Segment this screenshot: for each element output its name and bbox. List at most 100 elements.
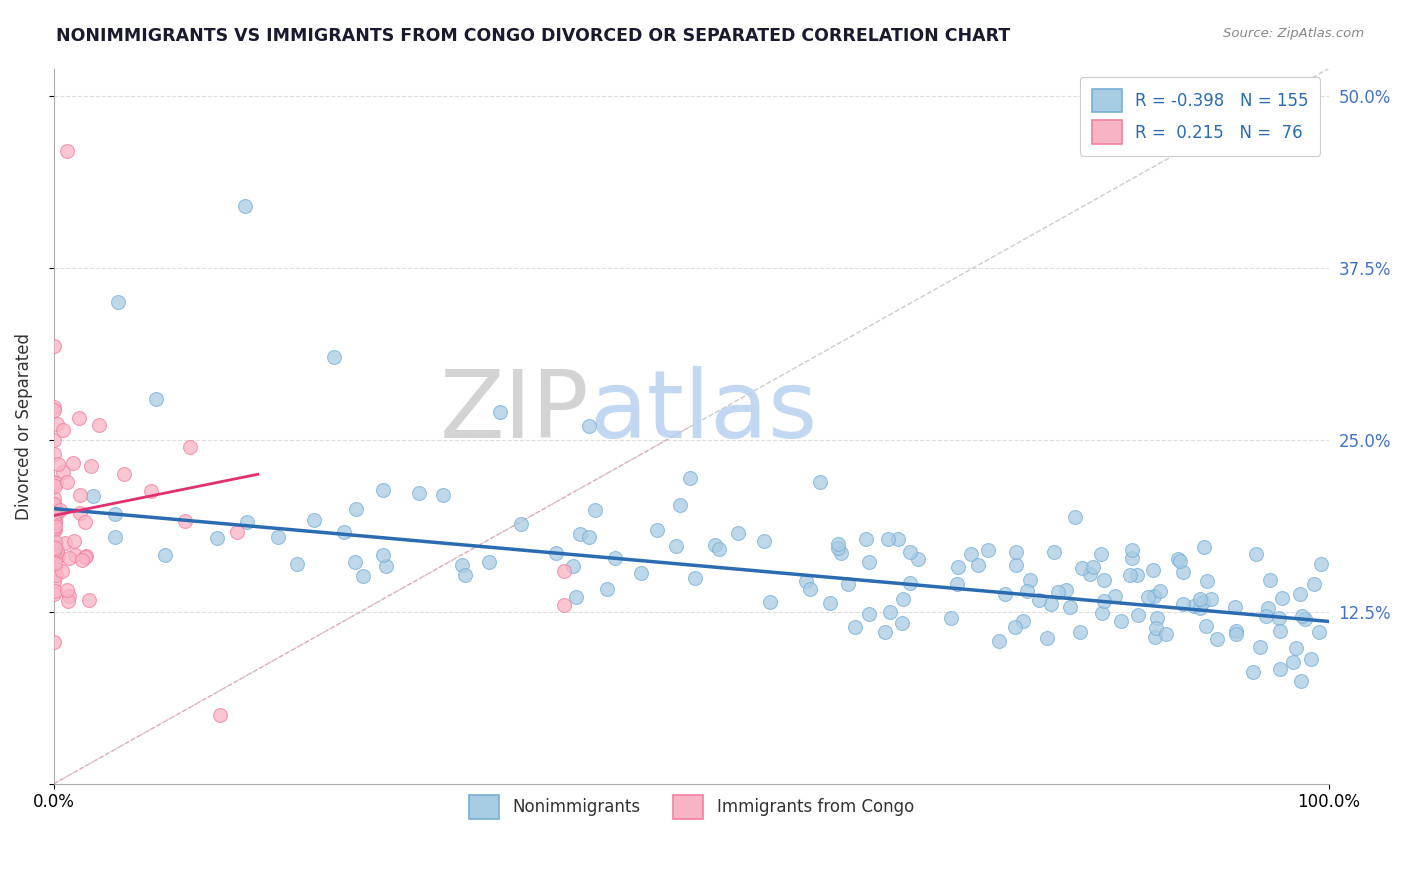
Point <box>44 497 66 511</box>
Point <box>70 553 93 567</box>
Point <box>67 410 90 425</box>
Point <box>1225 627 1247 641</box>
Point <box>44 514 66 528</box>
Point <box>333 524 356 539</box>
Point <box>1019 574 1042 588</box>
Point <box>73 550 96 565</box>
Point <box>69 488 91 502</box>
Point <box>946 576 969 591</box>
Point <box>112 467 135 481</box>
Point <box>858 555 880 569</box>
Point <box>44 478 66 492</box>
Point <box>877 532 900 546</box>
Point <box>56 475 79 489</box>
Point <box>1119 568 1142 582</box>
Point <box>1244 547 1267 561</box>
Point <box>52 423 75 437</box>
Point <box>1078 566 1101 581</box>
Point <box>1188 601 1211 615</box>
Point <box>46 457 69 471</box>
Text: ZIP: ZIP <box>440 366 589 458</box>
Point <box>454 568 477 582</box>
Point <box>42 447 65 461</box>
Point <box>42 522 65 536</box>
Point <box>44 506 66 520</box>
Point <box>63 548 86 562</box>
Point <box>75 549 97 564</box>
Point <box>42 497 65 511</box>
Point <box>1171 597 1194 611</box>
Point <box>827 541 849 555</box>
Point <box>1268 662 1291 676</box>
Point <box>987 633 1010 648</box>
Point <box>1189 592 1212 607</box>
Point <box>51 564 73 578</box>
Point <box>630 566 652 580</box>
Point <box>145 392 167 406</box>
Point <box>703 538 725 552</box>
Point <box>1069 625 1091 640</box>
Point <box>1268 624 1291 639</box>
Point <box>46 417 69 432</box>
Point <box>1257 601 1279 615</box>
Point <box>236 515 259 529</box>
Point <box>1299 652 1322 666</box>
Point <box>53 535 76 549</box>
Point <box>1267 611 1289 625</box>
Point <box>669 499 692 513</box>
Point <box>1012 614 1035 628</box>
Point <box>1258 573 1281 587</box>
Point <box>62 456 84 470</box>
Point <box>432 488 454 502</box>
Point <box>799 582 821 596</box>
Point <box>375 558 398 573</box>
Point <box>46 549 69 564</box>
Point <box>80 459 103 474</box>
Point <box>104 507 127 521</box>
Point <box>873 624 896 639</box>
Point <box>1090 547 1112 561</box>
Point <box>1199 591 1222 606</box>
Point <box>44 524 66 538</box>
Point <box>1143 630 1166 644</box>
Point <box>907 551 929 566</box>
Point <box>55 144 77 158</box>
Point <box>1308 625 1330 640</box>
Point <box>77 593 100 607</box>
Point <box>45 567 67 582</box>
Point <box>1171 565 1194 579</box>
Point <box>1083 559 1105 574</box>
Point <box>42 574 65 589</box>
Text: NONIMMIGRANTS VS IMMIGRANTS FROM CONGO DIVORCED OR SEPARATED CORRELATION CHART: NONIMMIGRANTS VS IMMIGRANTS FROM CONGO D… <box>56 27 1011 45</box>
Point <box>994 587 1017 601</box>
Y-axis label: Divorced or Separated: Divorced or Separated <box>15 333 32 520</box>
Point <box>1285 640 1308 655</box>
Point <box>898 545 921 559</box>
Point <box>1091 606 1114 620</box>
Point <box>855 532 877 546</box>
Point <box>89 417 111 432</box>
Legend: Nonimmigrants, Immigrants from Congo: Nonimmigrants, Immigrants from Congo <box>463 789 921 825</box>
Point <box>44 635 66 649</box>
Point <box>1195 619 1218 633</box>
Point <box>683 571 706 585</box>
Point <box>1167 551 1189 566</box>
Point <box>1144 621 1167 635</box>
Point <box>42 587 65 601</box>
Point <box>645 523 668 537</box>
Point <box>1047 584 1070 599</box>
Point <box>45 546 67 560</box>
Point <box>1146 611 1168 625</box>
Point <box>44 541 66 555</box>
Point <box>1054 583 1077 598</box>
Point <box>564 590 586 604</box>
Point <box>1289 587 1312 601</box>
Point <box>546 546 568 560</box>
Point <box>344 501 367 516</box>
Point <box>665 539 688 553</box>
Point <box>1282 655 1305 669</box>
Point <box>58 589 80 603</box>
Point <box>233 199 256 213</box>
Point <box>830 546 852 560</box>
Point <box>561 558 583 573</box>
